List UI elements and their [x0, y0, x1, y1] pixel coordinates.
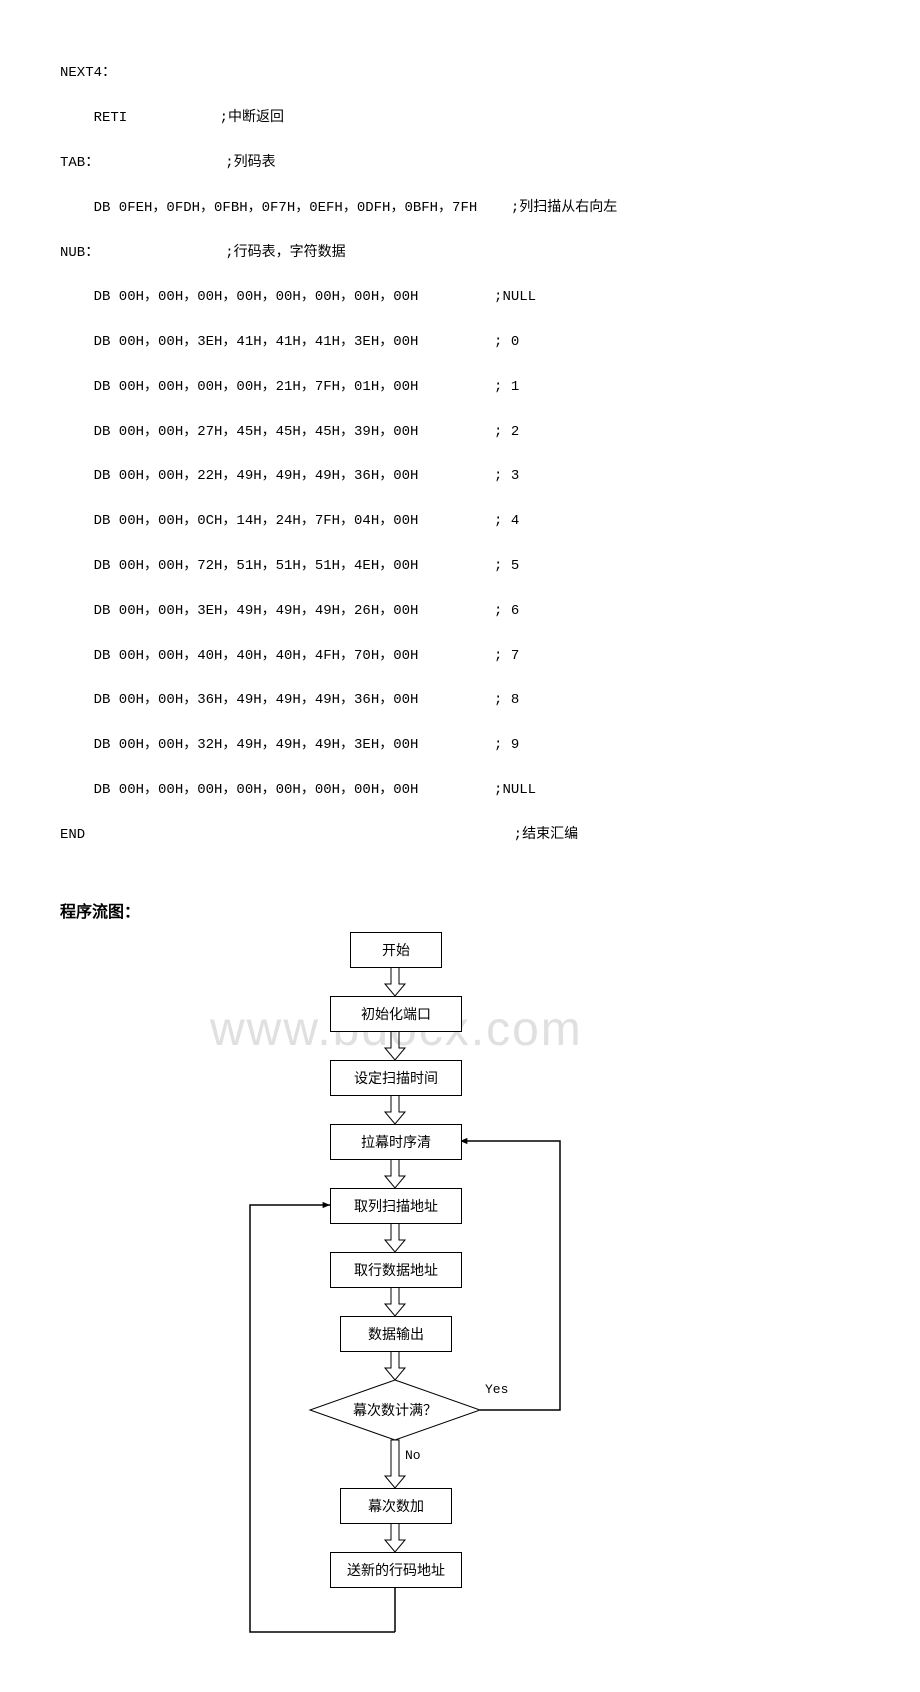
section-title: 程序流图：	[60, 898, 860, 922]
code-line: DB 00H，00H，00H，00H，21H，7FH，01H，00H ; 1	[60, 376, 860, 398]
code-line: DB 00H，00H，00H，00H，00H，00H，00H，00H ;NULL	[60, 286, 860, 308]
code-line: TAB： ;列码表	[60, 152, 860, 174]
code-line: END ;结束汇编	[60, 824, 860, 846]
flow-decision: 幕次数计满？	[310, 1380, 480, 1440]
code-line: DB 00H，00H，40H，40H，40H，4FH，70H，00H ; 7	[60, 645, 860, 667]
flow-box-settime: 设定扫描时间	[330, 1060, 462, 1096]
flow-box-output: 数据输出	[340, 1316, 452, 1352]
flowchart: www.bdocx.com 开始初始化端口设定扫描时间拉幕时序清取列扫描地址取行…	[180, 932, 780, 1652]
flow-box-clear: 拉幕时序清	[330, 1124, 462, 1160]
code-line: DB 00H，00H，3EH，49H，49H，49H，26H，00H ; 6	[60, 600, 860, 622]
code-line: DB 00H，00H，00H，00H，00H，00H，00H，00H ;NULL	[60, 779, 860, 801]
flow-box-rowaddr: 取行数据地址	[330, 1252, 462, 1288]
code-line: NUB： ;行码表，字符数据	[60, 242, 860, 264]
yes-label: Yes	[485, 1382, 508, 1397]
code-line: NEXT4：	[60, 62, 860, 84]
code-line: DB 00H，00H，32H，49H，49H，49H，3EH，00H ; 9	[60, 734, 860, 756]
no-label: No	[405, 1448, 421, 1463]
flow-box-start: 开始	[350, 932, 442, 968]
code-line: DB 0FEH，0FDH，0FBH，0F7H，0EFH，0DFH，0BFH，7F…	[60, 197, 860, 219]
flow-box-newrow: 送新的行码地址	[330, 1552, 462, 1588]
code-line: DB 00H，00H，22H，49H，49H，49H，36H，00H ; 3	[60, 465, 860, 487]
code-line: DB 00H，00H，27H，45H，45H，45H，39H，00H ; 2	[60, 421, 860, 443]
code-line: DB 00H，00H，0CH，14H，24H，7FH，04H，00H ; 4	[60, 510, 860, 532]
code-line: DB 00H，00H，72H，51H，51H，51H，4EH，00H ; 5	[60, 555, 860, 577]
flow-box-init: 初始化端口	[330, 996, 462, 1032]
code-line: RETI ;中断返回	[60, 107, 860, 129]
code-block: NEXT4： RETI ;中断返回 TAB： ;列码表 DB 0FEH，0FDH…	[60, 40, 860, 868]
flow-box-inc: 幕次数加	[340, 1488, 452, 1524]
flow-box-coladdr: 取列扫描地址	[330, 1188, 462, 1224]
code-line: DB 00H，00H，3EH，41H，41H，41H，3EH，00H ; 0	[60, 331, 860, 353]
code-line: DB 00H，00H，36H，49H，49H，49H，36H，00H ; 8	[60, 689, 860, 711]
